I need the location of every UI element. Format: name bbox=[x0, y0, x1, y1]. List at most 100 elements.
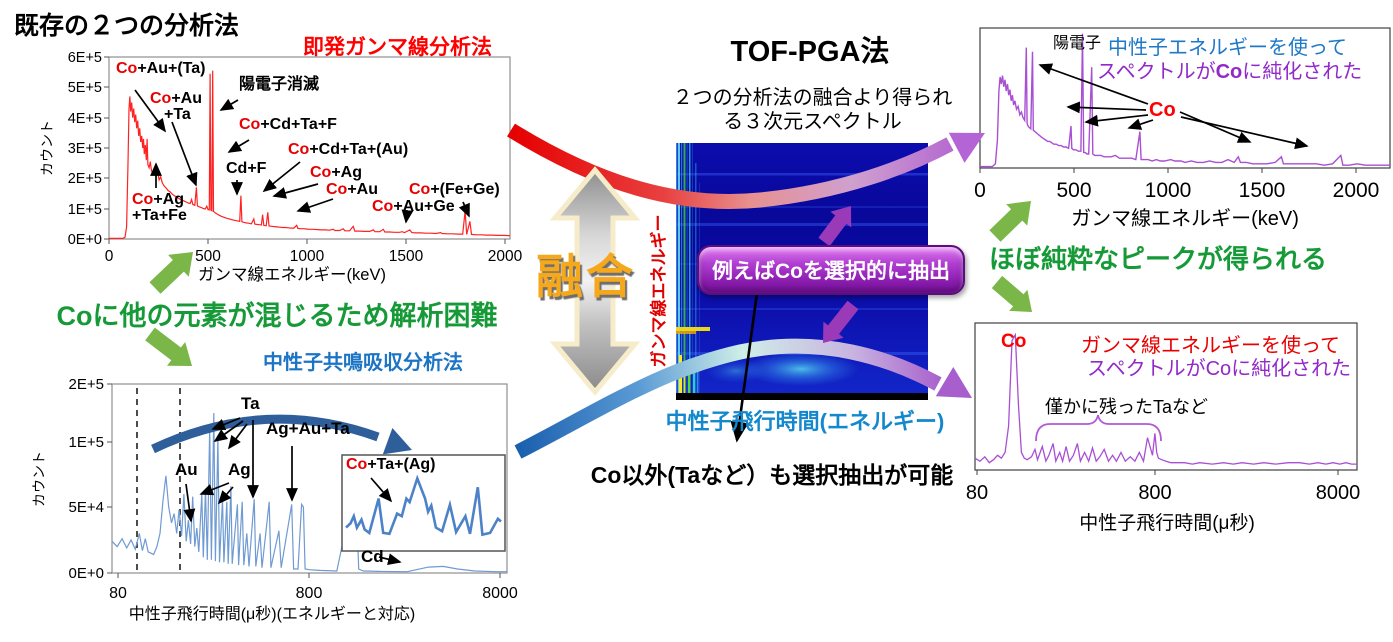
axis-ticks bbox=[976, 470, 1339, 475]
peak-label: Au bbox=[175, 460, 198, 479]
peak-label: Cd bbox=[361, 547, 384, 566]
y-tick-label: 5E+4 bbox=[69, 499, 104, 516]
tof-gated-series bbox=[974, 332, 1357, 465]
peak-label: Co+Ta+(Ag) bbox=[346, 456, 436, 473]
y-axis-label: カウント bbox=[39, 120, 55, 176]
peak-label: Co+Cd+Ta+F bbox=[239, 116, 337, 133]
heatmap-bottom-bar bbox=[676, 393, 928, 400]
peak-label: Ag+Au+Ta bbox=[266, 419, 350, 438]
x-tick-label: 800 bbox=[1138, 482, 1171, 504]
y-tick-label: 2E+5 bbox=[68, 171, 102, 187]
gamma-gated-series bbox=[980, 33, 1390, 168]
y-tick-labels: 2E+5 1E+5 5E+4 0E+0 bbox=[69, 376, 104, 582]
x-tick-label: 2000 bbox=[1333, 179, 1380, 202]
x-tick-labels: 0 500 1000 1500 2000 bbox=[974, 179, 1379, 202]
y-tick-label: 0E+0 bbox=[68, 232, 102, 248]
neutron-resonance-method-title: 中性子共鳴吸収分析法 bbox=[263, 352, 463, 374]
co-peak-label: Co bbox=[1001, 331, 1027, 352]
x-axis-label: ガンマ線エネルギー(keV) bbox=[1071, 207, 1299, 230]
neutron-energy-note: 中性子エネルギーを使って bbox=[1108, 37, 1347, 59]
x-tick-labels: 80 800 8000 bbox=[966, 482, 1360, 504]
y-tick-label: 1E+5 bbox=[68, 202, 102, 218]
x-tick-label: 80 bbox=[966, 482, 988, 504]
left-conclusion-caption: Coに他の元素が混じるため解析困難 bbox=[56, 301, 498, 331]
right-conclusion-caption: ほぼ純粋なピークが得られる bbox=[988, 244, 1327, 274]
tof-pga-subtitle-line1: ２つの分析法の融合より得られ bbox=[672, 87, 953, 109]
heatmap-orange-line bbox=[676, 331, 696, 334]
neutron-resonance-series bbox=[111, 412, 507, 573]
tof-pga-subtitle-line2: る３次元スペクトル bbox=[723, 111, 902, 133]
peak-label: 陽電子消滅 bbox=[239, 76, 320, 93]
prompt-gamma-chart: 6E+5 5E+5 4E+5 3E+5 2E+5 1E+5 0E+0 0 500… bbox=[39, 50, 523, 284]
plot-box bbox=[979, 27, 1391, 169]
peak-label: Co+Cd+Ta+(Au) bbox=[288, 141, 409, 158]
peak-label: Co+Ag bbox=[310, 164, 362, 181]
y-tick-label: 3E+5 bbox=[68, 141, 102, 157]
tof-gated-chart: 80 800 8000 中性子飛行時間(μ秒) bbox=[966, 322, 1360, 534]
tof-pga-title: TOF-PGA法 bbox=[730, 36, 890, 68]
x-tick-label: 8000 bbox=[482, 585, 518, 602]
selective-extraction-note: Co以外(Taなど）も選択抽出が可能 bbox=[590, 462, 954, 488]
inset-box bbox=[341, 454, 506, 552]
x-tick-label: 500 bbox=[1056, 179, 1091, 202]
x-tick-label: 0 bbox=[974, 179, 986, 202]
prompt-gamma-method-title: 即発ガンマ線分析法 bbox=[303, 36, 492, 59]
peak-label: Co+Au+Ge bbox=[372, 198, 455, 215]
x-tick-label: 1000 bbox=[1145, 179, 1192, 202]
x-tick-label: 800 bbox=[296, 585, 323, 602]
green-arrow-down-icon bbox=[145, 327, 192, 366]
y-tick-label: 5E+5 bbox=[68, 80, 102, 96]
x-tick-label: 1500 bbox=[389, 248, 424, 265]
peak-label: Cd+F bbox=[226, 160, 267, 177]
residual-ta-label: 僅かに残ったTaなど bbox=[1045, 397, 1209, 417]
plot-box bbox=[974, 322, 1358, 471]
y-tick-labels: 6E+5 5E+5 4E+5 3E+5 2E+5 1E+5 0E+0 bbox=[68, 50, 102, 248]
peak-label: Ta bbox=[241, 394, 260, 413]
y-tick-label: 0E+0 bbox=[69, 565, 104, 582]
x-axis-label: 中性子飛行時間(μ秒)(エネルギーと対応) bbox=[129, 605, 416, 623]
x-axis-label: 中性子飛行時間(μ秒) bbox=[1079, 512, 1255, 534]
y-tick-label: 6E+5 bbox=[68, 50, 102, 66]
y-tick-label: 4E+5 bbox=[68, 111, 102, 127]
peak-label: Ag bbox=[228, 460, 251, 479]
heatmap-x-axis-label: 中性子飛行時間(エネルギー) bbox=[665, 409, 945, 434]
co-extraction-callout: 例えばCoを選択的に抽出 bbox=[697, 245, 965, 295]
inset-zoom-series bbox=[345, 474, 502, 537]
peak-label: Co+Au +Ta bbox=[150, 90, 202, 124]
axis-ticks bbox=[107, 383, 501, 578]
positron-label: 陽電子 bbox=[1053, 35, 1102, 52]
axis-ticks bbox=[979, 168, 1357, 173]
x-tick-label: 500 bbox=[195, 248, 221, 265]
y-tick-label: 1E+5 bbox=[69, 434, 104, 451]
gate-dashed-lines bbox=[136, 388, 181, 571]
x-tick-label: 80 bbox=[109, 585, 127, 602]
heatmap-y-axis-label: ガンマ線エネルギー bbox=[649, 214, 669, 368]
peak-label: Co+Au+(Ta) bbox=[116, 60, 206, 77]
y-axis-label: カウント bbox=[31, 451, 47, 507]
x-tick-label: 1500 bbox=[1239, 179, 1286, 202]
x-tick-label: 2000 bbox=[488, 248, 523, 265]
axis-ticks bbox=[104, 56, 506, 244]
purified-spectrum-note: スペクトルがCoに純化された bbox=[1097, 61, 1363, 83]
co-peak-label: Co bbox=[1149, 99, 1176, 121]
page-title: 既存の２つの分析法 bbox=[14, 12, 240, 40]
gamma-gated-chart: 0 500 1000 1500 2000 ガンマ線エネルギー(keV) bbox=[974, 27, 1391, 230]
peak-label: Co+Ag +Ta+Fe bbox=[132, 191, 187, 225]
x-tick-labels: 0 500 1000 1500 2000 bbox=[105, 248, 523, 265]
peak-label: Co+(Fe+Ge) bbox=[409, 181, 500, 198]
x-tick-labels: 80 800 8000 bbox=[109, 585, 518, 602]
gamma-energy-note: ガンマ線エネルギーを使って bbox=[1081, 335, 1340, 357]
prompt-gamma-series bbox=[109, 70, 511, 239]
fusion-label: 融合 bbox=[536, 250, 636, 303]
x-tick-label: 0 bbox=[105, 248, 114, 265]
co-extraction-callout-text: 例えばCoを選択的に抽出 bbox=[712, 260, 950, 283]
peak-label: Co+Au bbox=[326, 181, 378, 198]
x-axis-label: ガンマ線エネルギー(keV) bbox=[198, 265, 386, 284]
green-arrow-down-icon bbox=[991, 275, 1032, 312]
x-tick-label: 8000 bbox=[1316, 482, 1361, 504]
heatmap-yellow-line bbox=[676, 327, 710, 331]
x-tick-label: 1000 bbox=[290, 248, 325, 265]
purified-spectrum-note: スペクトルがCoに純化された bbox=[1087, 358, 1352, 380]
neutron-resonance-chart: 2E+5 1E+5 5E+4 0E+0 80 800 8000 中性子飛行時間(… bbox=[31, 376, 518, 623]
